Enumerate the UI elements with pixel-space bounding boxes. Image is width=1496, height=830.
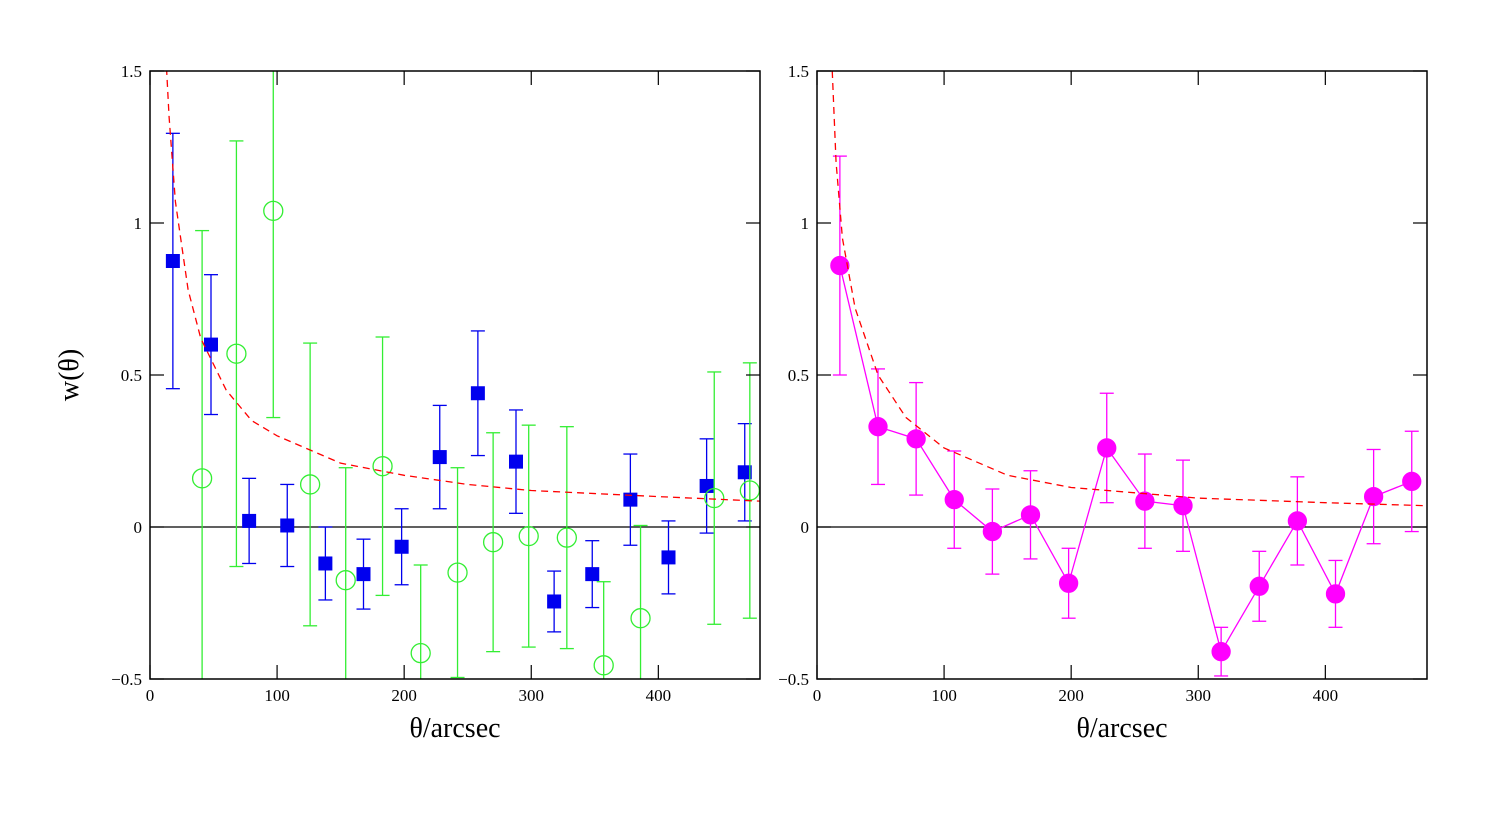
error-bar	[229, 140, 244, 568]
y-tick-label: 0.5	[121, 366, 142, 385]
marker	[1325, 584, 1346, 604]
error-bar	[413, 564, 428, 679]
marker	[226, 343, 247, 364]
marker	[1249, 576, 1269, 596]
y-tick-label: 1.5	[788, 62, 809, 81]
error-bar	[338, 467, 353, 679]
marker	[191, 468, 213, 489]
marker	[982, 521, 1003, 542]
y-tick-label: 1.5	[121, 62, 142, 81]
marker	[447, 562, 468, 583]
marker	[1287, 511, 1308, 531]
error-bar	[596, 581, 611, 679]
error-bar	[375, 336, 390, 597]
error-bar	[195, 229, 210, 679]
marker	[547, 594, 562, 609]
marker	[1020, 505, 1041, 525]
marker	[1211, 641, 1231, 662]
y-tick-label: 1	[801, 214, 810, 233]
error-bar	[266, 71, 281, 419]
series-line	[839, 265, 1412, 654]
y-tick-label: 0.5	[788, 366, 809, 385]
x-tick-label: 400	[1313, 686, 1339, 705]
marker	[1135, 491, 1155, 511]
marker	[630, 608, 651, 629]
marker	[1402, 471, 1422, 492]
marker	[263, 200, 284, 221]
x-tick-label: 200	[391, 686, 417, 705]
marker	[623, 492, 638, 507]
marker	[737, 465, 752, 480]
y-axis-label: w(θ)	[54, 349, 85, 401]
y-tick-label: −0.5	[111, 670, 142, 689]
x-axis-label: θ/arcsec	[409, 713, 500, 744]
marker	[699, 478, 714, 493]
x-tick-label: 400	[646, 686, 672, 705]
x-tick-label: 0	[146, 686, 155, 705]
marker	[432, 450, 447, 465]
error-bar	[742, 362, 757, 619]
x-tick-label: 300	[519, 686, 545, 705]
marker	[830, 255, 850, 276]
marker	[868, 417, 888, 437]
marker	[906, 429, 926, 449]
marker	[482, 532, 504, 553]
error-bar	[521, 424, 536, 648]
x-tick-label: 100	[264, 686, 290, 705]
marker	[518, 525, 539, 547]
marker	[1058, 573, 1079, 593]
x-tick-label: 200	[1058, 686, 1084, 705]
marker	[661, 550, 676, 565]
marker	[556, 527, 577, 548]
marker	[410, 643, 431, 664]
marker	[1173, 496, 1193, 516]
marker	[470, 386, 485, 401]
marker	[204, 337, 218, 352]
error-bar	[303, 342, 318, 627]
marker	[299, 474, 321, 495]
marker	[593, 655, 614, 676]
x-tick-label: 100	[931, 686, 957, 705]
marker	[165, 254, 180, 268]
marker	[280, 518, 295, 533]
y-tick-label: 1	[134, 214, 143, 233]
marker	[335, 570, 356, 591]
plot-area	[150, 71, 760, 679]
error-bar	[559, 426, 574, 650]
y-tick-label: 0	[134, 518, 143, 537]
marker	[1363, 486, 1384, 507]
marker	[509, 454, 523, 469]
x-tick-label: 0	[813, 686, 822, 705]
x-tick-label: 300	[1186, 686, 1212, 705]
error-bar	[633, 524, 648, 679]
marker	[704, 487, 725, 509]
error-bar	[450, 467, 465, 679]
plot-frame	[816, 70, 1428, 680]
x-axis-label: θ/arcsec	[1076, 713, 1167, 744]
marker	[1097, 438, 1117, 458]
marker	[394, 539, 409, 554]
error-bar	[486, 432, 501, 653]
y-tick-label: 0	[801, 518, 810, 537]
marker	[585, 567, 600, 582]
marker	[318, 556, 333, 571]
plot-frame	[149, 70, 761, 680]
marker	[356, 567, 371, 582]
marker	[944, 489, 964, 510]
marker	[242, 513, 257, 528]
fit-curve	[166, 71, 760, 502]
y-tick-label: −0.5	[778, 670, 809, 689]
plot-area	[817, 71, 1427, 677]
error-bar	[707, 371, 722, 625]
marker	[372, 456, 393, 477]
fit-curve	[831, 71, 1427, 507]
